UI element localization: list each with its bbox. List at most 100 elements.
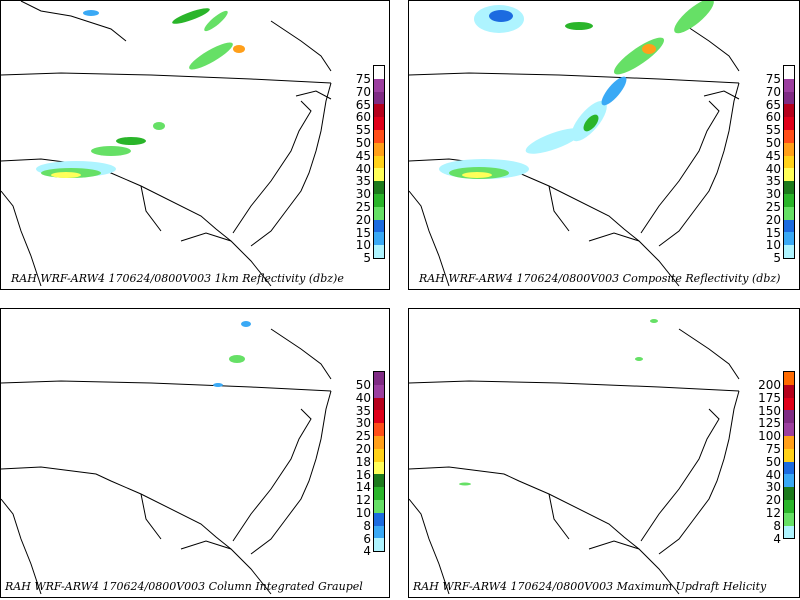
colorbar-swatch <box>374 448 384 462</box>
colorbar-tick-label: 65 <box>765 97 781 112</box>
colorbar-swatch <box>784 91 794 105</box>
colorbar-tick-label: 35 <box>355 403 371 418</box>
colorbar-tick-label: 45 <box>765 148 781 163</box>
panel-caption: RAH WRF-ARW4 170624/0800V003 Composite R… <box>419 272 781 285</box>
state-map <box>409 1 740 287</box>
colorbar-swatch <box>374 435 384 449</box>
colorbar-swatch <box>784 219 794 233</box>
colorbar-swatch <box>784 78 794 92</box>
colorbar-swatch <box>374 232 384 246</box>
colorbar-tick-label: 8 <box>363 518 371 533</box>
colorbar-swatch <box>374 372 384 385</box>
colorbar <box>373 65 385 259</box>
colorbar-tick-label: 8 <box>773 518 781 533</box>
panel-composite-reflectivity: 75 70 65 60 55 50 45 40 35 30 25 20 15 10 5 RAH WRF-AR… <box>408 0 800 290</box>
colorbar-swatch <box>784 410 794 424</box>
colorbar-tick-label: 12 <box>765 505 781 520</box>
colorbar-swatch <box>784 372 794 385</box>
colorbar-tick-label: 20 <box>355 212 371 227</box>
colorbar-swatch <box>784 448 794 462</box>
state-map <box>1 1 332 287</box>
graupel-echoes <box>213 321 251 387</box>
colorbar-tick-label: 16 <box>355 467 371 482</box>
colorbar-swatch <box>784 487 794 500</box>
colorbar-swatch <box>374 104 384 118</box>
colorbar-tick-label: 25 <box>355 199 371 214</box>
colorbar-swatch <box>784 206 794 220</box>
colorbar-tick-label: 55 <box>765 123 781 138</box>
colorbar-tick-label: 60 <box>355 110 371 125</box>
colorbar-tick-label: 40 <box>765 161 781 176</box>
panel-caption: RAH WRF-ARW4 170624/0800V003 1km Reflect… <box>11 272 344 285</box>
colorbar-tick-label: 5 <box>363 251 371 266</box>
colorbar-swatch <box>374 168 384 182</box>
panel-caption: RAH WRF-ARW4 170624/0800V003 Maximum Upd… <box>413 580 767 593</box>
colorbar-tick-label: 10 <box>355 238 371 253</box>
colorbar-tick-label: 65 <box>355 97 371 112</box>
state-map <box>1 321 332 595</box>
helicity-echoes <box>459 319 658 486</box>
colorbar-swatch <box>784 245 794 258</box>
colorbar-swatch <box>374 117 384 130</box>
colorbar-tick-label: 30 <box>355 187 371 202</box>
colorbar-tick-label: 50 <box>765 454 781 469</box>
colorbar-tick-label: 14 <box>355 480 371 495</box>
colorbar-tick-label: 4 <box>363 544 371 559</box>
colorbar-tick-label: 15 <box>765 225 781 240</box>
colorbar-tick-label: 40 <box>765 467 781 482</box>
colorbar-ticks: 75 70 65 60 55 50 45 40 35 30 25 20 15 10 5 <box>356 73 371 265</box>
colorbar-swatch <box>784 461 794 475</box>
colorbar-swatch <box>784 155 794 169</box>
colorbar-tick-label: 75 <box>765 72 781 86</box>
colorbar-swatch <box>374 410 384 424</box>
colorbar-tick-label: 18 <box>355 454 371 469</box>
colorbar-swatch <box>374 206 384 220</box>
colorbar-tick-label: 20 <box>355 441 371 456</box>
colorbar-tick-label: 45 <box>355 148 371 163</box>
colorbar <box>373 371 385 553</box>
colorbar-swatch <box>784 435 794 449</box>
colorbar-tick-label: 6 <box>363 531 371 546</box>
colorbar-swatch <box>374 397 384 411</box>
colorbar-swatch <box>784 117 794 130</box>
colorbar-tick-label: 25 <box>355 429 371 444</box>
colorbar-ticks: 200 175 150 125 100 75 50 40 30 20 12 8 4 <box>758 379 781 545</box>
colorbar-swatch <box>784 397 794 411</box>
colorbar-swatch <box>374 181 384 194</box>
panel-caption: RAH WRF-ARW4 170624/0800V003 Column Inte… <box>5 580 363 593</box>
colorbar-swatch <box>374 129 384 143</box>
colorbar-swatch <box>374 91 384 105</box>
colorbar-tick-label: 12 <box>355 493 371 508</box>
colorbar-tick-label: 75 <box>355 72 371 86</box>
colorbar-swatch <box>374 155 384 169</box>
radar-echoes <box>439 1 714 179</box>
colorbar-tick-label: 40 <box>355 390 371 405</box>
panel-column-graupel: 50 40 35 30 25 20 18 16 14 12 10 8 6 4 RAH WRF-ARW4 1… <box>0 308 390 598</box>
colorbar-tick-label: 5 <box>773 251 781 266</box>
colorbar-swatch <box>784 423 794 436</box>
colorbar-tick-label: 30 <box>765 187 781 202</box>
colorbar-swatch <box>374 142 384 156</box>
colorbar-tick-label: 60 <box>765 110 781 125</box>
colorbar-tick-label: 30 <box>355 416 371 431</box>
colorbar-swatch <box>784 525 794 539</box>
colorbar-tick-label: 25 <box>765 199 781 214</box>
colorbar-swatch <box>374 219 384 233</box>
colorbar <box>783 65 795 259</box>
colorbar-swatch <box>784 66 794 79</box>
colorbar-tick-label: 70 <box>355 84 371 99</box>
state-map <box>409 319 740 595</box>
colorbar-swatch <box>374 512 384 526</box>
colorbar-swatch <box>784 499 794 513</box>
colorbar-tick-label: 10 <box>765 238 781 253</box>
colorbar-swatch <box>374 474 384 488</box>
colorbar-swatch <box>784 193 794 207</box>
colorbar-swatch <box>374 66 384 79</box>
colorbar-tick-label: 150 <box>758 403 781 418</box>
colorbar-swatch <box>784 181 794 194</box>
colorbar-tick-label: 4 <box>773 531 781 546</box>
colorbar-swatch <box>784 384 794 398</box>
colorbar-swatch <box>784 142 794 156</box>
colorbar-swatch <box>374 538 384 552</box>
colorbar-ticks: 75 70 65 60 55 50 45 40 35 30 25 20 15 10 5 <box>766 73 781 265</box>
